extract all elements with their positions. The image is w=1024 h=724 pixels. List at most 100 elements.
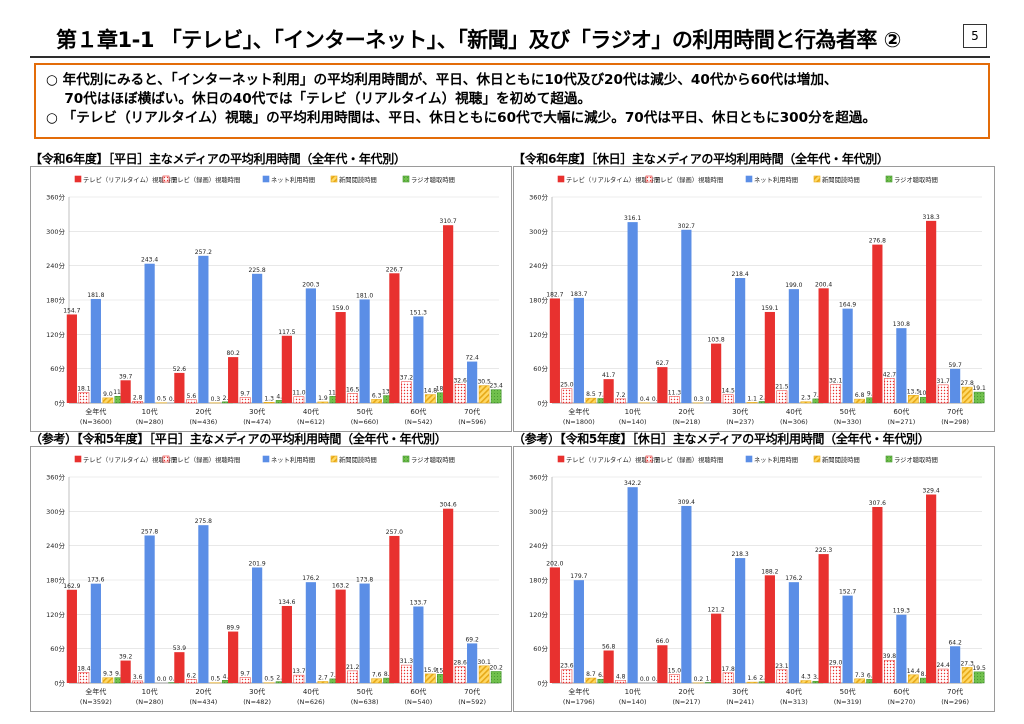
legend-label-newspaper: 新聞閲読時間 xyxy=(822,175,860,184)
page-number: 5 xyxy=(963,24,987,48)
bar-net-usage xyxy=(198,525,209,683)
data-label: 25.0 xyxy=(560,382,574,389)
bar-tv-realtime xyxy=(764,575,775,683)
data-label: 27.3 xyxy=(960,660,974,667)
x-tick-sample-size: (N=638) xyxy=(351,698,379,706)
bar-newspaper xyxy=(746,681,758,684)
bar-newspaper xyxy=(908,395,919,404)
data-label: 13.5 xyxy=(907,388,921,395)
bar-newspaper xyxy=(317,681,329,684)
x-tick-sample-size: (N=596) xyxy=(458,418,486,426)
bar-net-usage xyxy=(788,582,799,683)
bar-tv-realtime xyxy=(389,273,400,403)
data-label: 8.5 xyxy=(586,391,596,398)
data-label: 13.0 xyxy=(382,389,396,396)
data-label: 316.1 xyxy=(624,215,641,222)
data-label: 342.2 xyxy=(624,480,641,487)
x-tick-label: 60代 xyxy=(893,687,909,696)
data-label: 15.0 xyxy=(668,667,682,674)
data-label: 23.4 xyxy=(489,383,503,390)
bar-net-usage xyxy=(681,505,692,683)
y-tick-label: 0分 xyxy=(54,399,65,408)
x-tick-label: 60代 xyxy=(410,407,426,416)
y-tick-label: 240分 xyxy=(46,541,65,550)
x-tick-sample-size: (N=319) xyxy=(834,698,862,706)
x-tick-label: 全年代 xyxy=(85,407,106,416)
bar-tv-recorded xyxy=(454,384,466,404)
chart-frame: テレビ（リアルタイム）視聴時間 テレビ（録画）視聴時間 ネット利用時間 新聞閲読時間 ラ… xyxy=(30,446,512,712)
x-tick-label: 20代 xyxy=(678,407,694,416)
data-label: 2.3 xyxy=(801,395,811,402)
data-label: 42.7 xyxy=(883,372,897,379)
bar-tv-realtime xyxy=(443,508,454,683)
legend-swatch-newspaper xyxy=(330,175,338,183)
bar-tv-recorded xyxy=(830,666,841,684)
data-label: 32.1 xyxy=(829,378,843,385)
data-label: 152.7 xyxy=(839,589,856,596)
y-tick-label: 120分 xyxy=(529,330,548,339)
data-label: 18.4 xyxy=(77,665,91,672)
legend-label-net-usage: ネット利用時間 xyxy=(754,175,798,184)
data-label: 162.9 xyxy=(63,583,80,590)
data-label: 11.7 xyxy=(328,389,342,396)
bar-tv-recorded xyxy=(401,664,412,684)
bar-tv-recorded xyxy=(239,397,251,404)
page-title: 第１章1-1 「テレビ」、「インターネット」、「新聞」及び「ラジオ」の利用時間と… xyxy=(56,28,901,52)
bar-net-usage xyxy=(413,606,424,683)
bar-tv-realtime xyxy=(228,357,239,403)
x-tick-label: 30代 xyxy=(732,407,748,416)
data-label: 23.6 xyxy=(560,662,574,669)
data-label: 11.0 xyxy=(292,390,306,397)
chart-frame: テレビ（リアルタイム）視聴時間 テレビ（録画）視聴時間 ネット利用時間 新聞閲読時間 ラ… xyxy=(513,446,995,712)
legend-swatch-radio xyxy=(885,455,893,463)
x-tick-label: 10代 xyxy=(142,407,158,416)
bar-net-usage xyxy=(90,298,101,403)
data-label: 257.0 xyxy=(386,529,403,536)
y-tick-label: 120分 xyxy=(46,610,65,619)
x-tick-label: 60代 xyxy=(893,407,909,416)
data-label: 0.0 xyxy=(706,396,716,403)
data-label: 32.6 xyxy=(453,377,467,384)
bar-tv-recorded xyxy=(615,680,626,684)
data-label: 218.4 xyxy=(732,271,749,278)
x-tick-sample-size: (N=140) xyxy=(619,698,647,706)
bar-tv-realtime xyxy=(603,379,614,403)
data-label: 72.4 xyxy=(465,355,479,362)
x-tick-sample-size: (N=612) xyxy=(297,418,325,426)
legend-swatch-tv-realtime xyxy=(74,175,82,183)
data-label: 3.1 xyxy=(813,674,823,681)
y-tick-label: 300分 xyxy=(529,227,548,236)
page-header: 第１章1-1 「テレビ」、「インターネット」、「新聞」及び「ラジオ」の利用時間と… xyxy=(0,0,1024,62)
x-tick-label: 60代 xyxy=(410,687,426,696)
data-label: 31.3 xyxy=(400,658,414,665)
bar-tv-realtime xyxy=(66,314,77,403)
bar-tv-realtime xyxy=(711,613,722,683)
bar-net-usage xyxy=(359,583,370,683)
data-label: 64.2 xyxy=(948,639,962,646)
data-label: 0.0 xyxy=(157,676,167,683)
x-tick-label: 全年代 xyxy=(568,687,589,696)
data-label: 6.3 xyxy=(867,672,877,679)
x-tick-sample-size: (N=306) xyxy=(780,418,808,426)
bar-tv-realtime xyxy=(926,494,937,683)
data-label: 11.3 xyxy=(668,390,682,397)
bar-tv-realtime xyxy=(872,506,883,683)
summary-line: ○ 年代別にみると、「インターネット利用」の平均利用時間が、平日、休日ともに10… xyxy=(46,72,838,88)
x-tick-sample-size: (N=474) xyxy=(243,418,271,426)
x-tick-label: 50代 xyxy=(840,407,856,416)
data-label: 163.2 xyxy=(332,583,349,590)
data-label: 9.2 xyxy=(867,391,877,398)
bar-tv-recorded xyxy=(937,384,949,404)
data-label: 2.7 xyxy=(318,674,328,681)
bar-newspaper xyxy=(585,397,597,404)
bar-tv-realtime xyxy=(443,225,454,403)
bar-net-usage xyxy=(627,222,638,403)
chart-title: （参考）【令和5年度】［平日］主なメディアの平均利用時間（全年代・年代別） xyxy=(30,432,447,446)
y-tick-label: 360分 xyxy=(529,193,548,202)
data-label: 1.0 xyxy=(706,675,716,682)
x-tick-label: 10代 xyxy=(142,687,158,696)
bar-newspaper xyxy=(800,680,812,684)
chart-title: 【令和6年度】［休日］主なメディアの平均利用時間（全年代・年代別） xyxy=(513,152,889,166)
bar-net-usage xyxy=(735,278,746,403)
